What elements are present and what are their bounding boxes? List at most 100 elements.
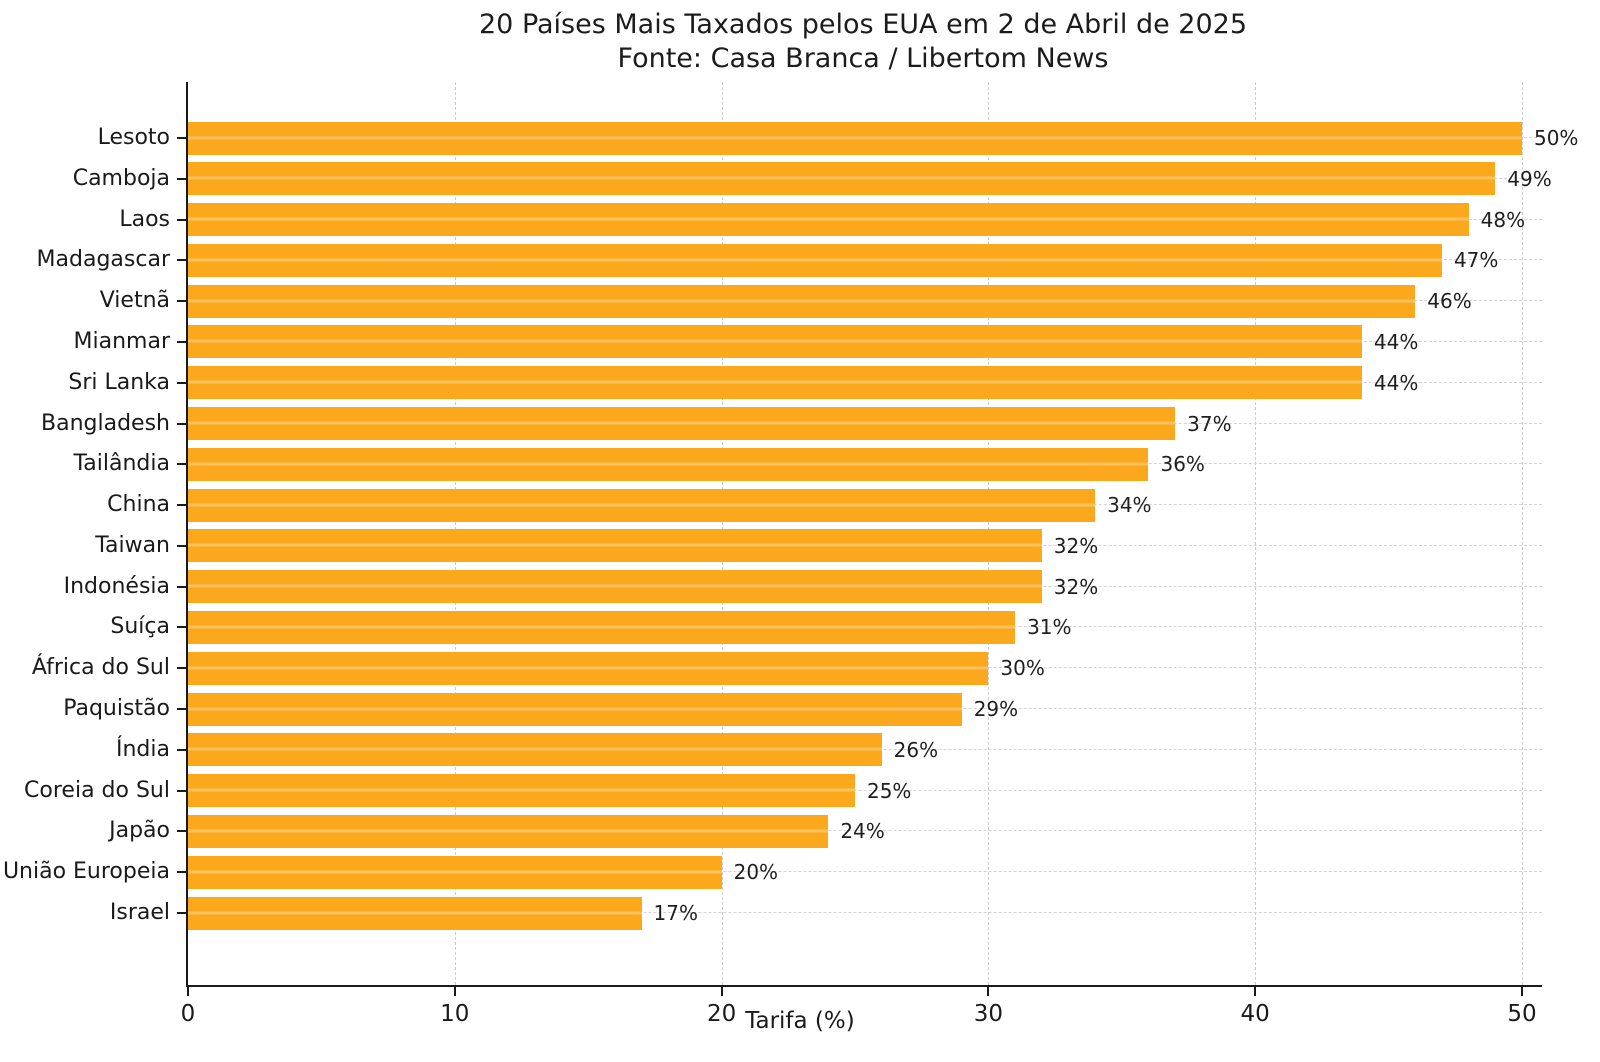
x-tick-mark: [987, 985, 990, 996]
bar: [188, 733, 882, 767]
x-tick-mark: [720, 985, 723, 996]
bar: [188, 121, 1522, 155]
gridline-horizontal: [188, 789, 1542, 791]
bar: [188, 774, 855, 808]
category-label: Japão: [109, 818, 170, 844]
y-tick-mark: [177, 830, 186, 833]
category-label: Vietnã: [99, 288, 170, 314]
category-label: Sri Lanka: [68, 369, 170, 395]
bar-value-label: 37%: [1187, 411, 1232, 436]
bar-value-label: 44%: [1373, 329, 1419, 354]
category-label: Índia: [116, 736, 170, 762]
bar: [188, 488, 1096, 522]
bar-value-label: 48%: [1480, 207, 1526, 232]
bar-value-label: 36%: [1160, 452, 1205, 477]
bar: [188, 529, 1042, 563]
gridline-horizontal: [188, 912, 1542, 913]
gridline-horizontal: [188, 830, 1542, 832]
y-tick-mark: [177, 218, 186, 221]
bar-value-label: 30%: [1000, 656, 1045, 681]
chart-title-block: 20 Países Mais Taxados pelos EUA em 2 de…: [186, 8, 1540, 76]
category-label: China: [107, 492, 170, 518]
y-tick-mark: [177, 912, 186, 914]
bar: [188, 447, 1149, 481]
category-label: Paquistão: [63, 696, 170, 722]
x-tick-mark: [1520, 985, 1523, 996]
bar-value-label: 44%: [1373, 370, 1419, 395]
gridline-vertical: [1255, 82, 1257, 985]
bar: [188, 855, 722, 889]
bar-value-label: 29%: [973, 697, 1019, 722]
x-tick-label: 40: [1240, 1001, 1270, 1027]
bar: [188, 243, 1442, 277]
bar: [188, 610, 1016, 644]
category-label: Camboja: [72, 165, 170, 191]
category-label: Bangladesh: [41, 410, 170, 436]
bar-value-label: 32%: [1053, 574, 1099, 599]
bar: [188, 203, 1469, 237]
y-tick-mark: [177, 381, 186, 384]
category-label: Indonésia: [63, 573, 170, 599]
category-label: Lesoto: [97, 125, 170, 150]
y-tick-mark: [177, 422, 186, 425]
y-tick-mark: [177, 708, 186, 711]
bar-value-label: 50%: [1533, 126, 1579, 150]
x-tick-mark: [187, 985, 189, 996]
gridline-vertical: [1521, 82, 1523, 985]
bar-value-label: 31%: [1027, 615, 1072, 640]
x-tick-label: 30: [973, 1001, 1004, 1027]
bar: [188, 325, 1362, 359]
y-tick-mark: [177, 300, 186, 303]
gridline-horizontal: [188, 871, 1542, 873]
plot-area: Lesoto 50% Camboja 49% Laos 48% Madagascar 47% V…: [3, 82, 1578, 1027]
y-tick-mark: [177, 789, 186, 792]
y-tick-mark: [177, 463, 186, 466]
bar-value-label: 34%: [1107, 493, 1152, 518]
bar: [188, 651, 989, 685]
category-label: Suíça: [110, 614, 170, 640]
x-tick-mark: [453, 985, 456, 996]
y-tick-mark: [177, 585, 186, 588]
bar: [188, 284, 1416, 318]
x-axis-label: Tarifa (%): [745, 1008, 855, 1034]
y-tick-mark: [177, 137, 186, 139]
bar-value-label: 17%: [653, 901, 698, 925]
category-label: Israel: [109, 900, 170, 925]
category-label: Tailândia: [73, 451, 171, 477]
bar-value-label: 20%: [733, 860, 779, 885]
y-tick-mark: [177, 871, 186, 874]
x-tick-label: 50: [1507, 1001, 1537, 1027]
bar: [188, 692, 962, 726]
y-tick-mark: [177, 177, 186, 180]
bar: [188, 814, 829, 848]
category-label: Coreia do Sul: [24, 777, 170, 803]
category-label: União Europeia: [2, 859, 170, 885]
y-tick-mark: [177, 340, 186, 343]
y-tick-mark: [177, 544, 186, 547]
x-tick-label: 0: [180, 1001, 196, 1027]
chart-subtitle: Fonte: Casa Branca / Libertom News: [617, 42, 1109, 74]
y-tick-mark: [177, 504, 186, 507]
bar: [188, 407, 1176, 441]
bar-value-label: 25%: [866, 778, 912, 803]
bar-value-label: 47%: [1453, 248, 1499, 273]
y-tick-mark: [177, 748, 186, 751]
y-tick-mark: [177, 259, 186, 262]
category-label: Laos: [119, 206, 170, 232]
x-tick-label: 10: [440, 1001, 470, 1027]
x-tick-mark: [1254, 985, 1257, 996]
bar-value-label: 26%: [893, 737, 939, 762]
bar-value-label: 49%: [1507, 166, 1552, 191]
y-tick-mark: [177, 667, 186, 670]
bar-value-label: 24%: [840, 819, 885, 844]
category-label: Mianmar: [73, 328, 170, 354]
category-label: Madagascar: [36, 247, 170, 273]
bar-value-label: 32%: [1053, 533, 1099, 558]
bar: [188, 896, 642, 930]
category-label: África do Sul: [31, 655, 170, 681]
chart-title: 20 Países Mais Taxados pelos EUA em 2 de…: [479, 9, 1247, 40]
bar-value-label: 46%: [1427, 289, 1472, 314]
bar: [188, 570, 1042, 604]
bar: [188, 366, 1362, 400]
